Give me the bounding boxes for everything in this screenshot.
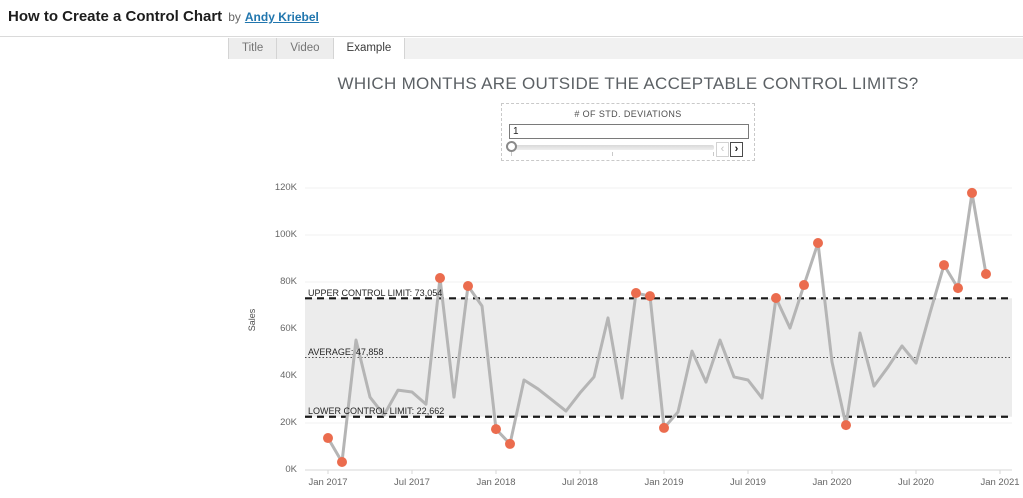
outlier-point[interactable]: [337, 457, 347, 468]
slider-tick: [511, 152, 512, 156]
parameter-label: # OF STD. DEVIATIONS: [574, 109, 682, 119]
outlier-point[interactable]: [967, 187, 977, 198]
slider-tick: [612, 152, 613, 156]
tab-video[interactable]: Video: [277, 38, 334, 59]
slider-increment-button[interactable]: ›: [730, 142, 743, 157]
outlier-point[interactable]: [505, 438, 515, 449]
outlier-point[interactable]: [841, 420, 851, 431]
header-text: How to Create a Control Chart by Andy Krie…: [8, 8, 319, 26]
outlier-point[interactable]: [981, 269, 991, 280]
outlier-point[interactable]: [631, 288, 641, 299]
slider-track[interactable]: [509, 145, 714, 150]
chart-title: WHICH MONTHS ARE OUTSIDE THE ACCEPTABLE …: [337, 74, 919, 93]
outlier-point[interactable]: [953, 283, 963, 294]
tab-video-label: Video: [290, 42, 320, 54]
outlier-point[interactable]: [771, 292, 781, 303]
sales-line: [326, 191, 988, 464]
outlier-point[interactable]: [323, 433, 333, 444]
outlier-point[interactable]: [799, 280, 809, 291]
slider-handle[interactable]: [506, 141, 517, 152]
outlier-point[interactable]: [435, 273, 445, 284]
outlier-point[interactable]: [659, 422, 669, 433]
outlier-point[interactable]: [645, 291, 655, 302]
outlier-point[interactable]: [813, 237, 823, 248]
tab-title-label: Title: [242, 42, 264, 54]
outlier-point[interactable]: [491, 424, 501, 435]
slider-decrement-button[interactable]: ‹: [716, 142, 729, 157]
outlier-point[interactable]: [463, 280, 473, 291]
tab-title[interactable]: Title: [228, 38, 278, 59]
parameter-input[interactable]: [509, 124, 749, 139]
slider-tick: [713, 152, 714, 156]
tab-example[interactable]: Example: [333, 38, 406, 59]
author-link[interactable]: Andy Kriebel: [244, 10, 319, 24]
byline: by: [228, 10, 241, 24]
parameter-control: # OF STD. DEVIATIONS ‹ ›: [501, 103, 755, 161]
outlier-point[interactable]: [939, 260, 949, 271]
page-title: How to Create a Control Chart: [8, 8, 223, 25]
sheet-tab-bar: Title Video Example: [228, 38, 1023, 59]
page-header: How to Create a Control Chart by Andy Krie…: [0, 0, 1023, 37]
tab-example-label: Example: [346, 42, 392, 54]
